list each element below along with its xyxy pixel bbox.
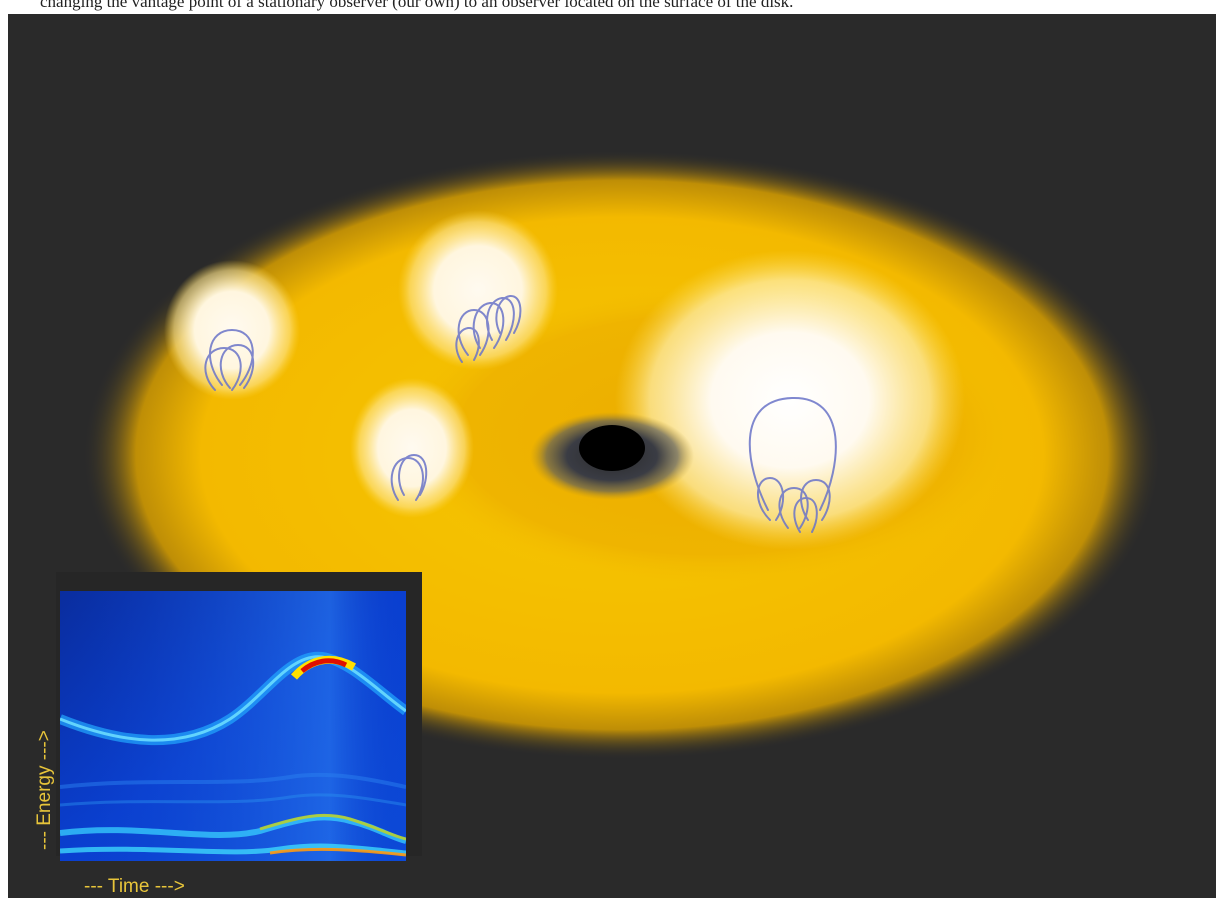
energy-axis-label: --- Energy ---> (34, 730, 55, 850)
spectral-ridge (60, 655, 406, 742)
hot-spot (398, 210, 558, 370)
spectral-band (269, 847, 406, 857)
spectral-peak (300, 658, 348, 673)
spectrogram-glow (60, 591, 406, 861)
caption-text: changing the vantage point of a stationa… (40, 0, 794, 11)
spectral-band (60, 843, 406, 856)
spectral-band (60, 793, 406, 807)
hot-spot (350, 378, 474, 518)
spectral-band (60, 772, 406, 789)
energy-time-spectrogram (60, 591, 406, 861)
hot-spot (615, 250, 965, 550)
spectral-band (259, 813, 406, 841)
black-hole (579, 425, 645, 471)
caption-strip: changing the vantage point of a stationa… (0, 0, 1216, 16)
time-axis-label: --- Time ---> (84, 876, 185, 897)
magnetic-loops (204, 295, 837, 533)
